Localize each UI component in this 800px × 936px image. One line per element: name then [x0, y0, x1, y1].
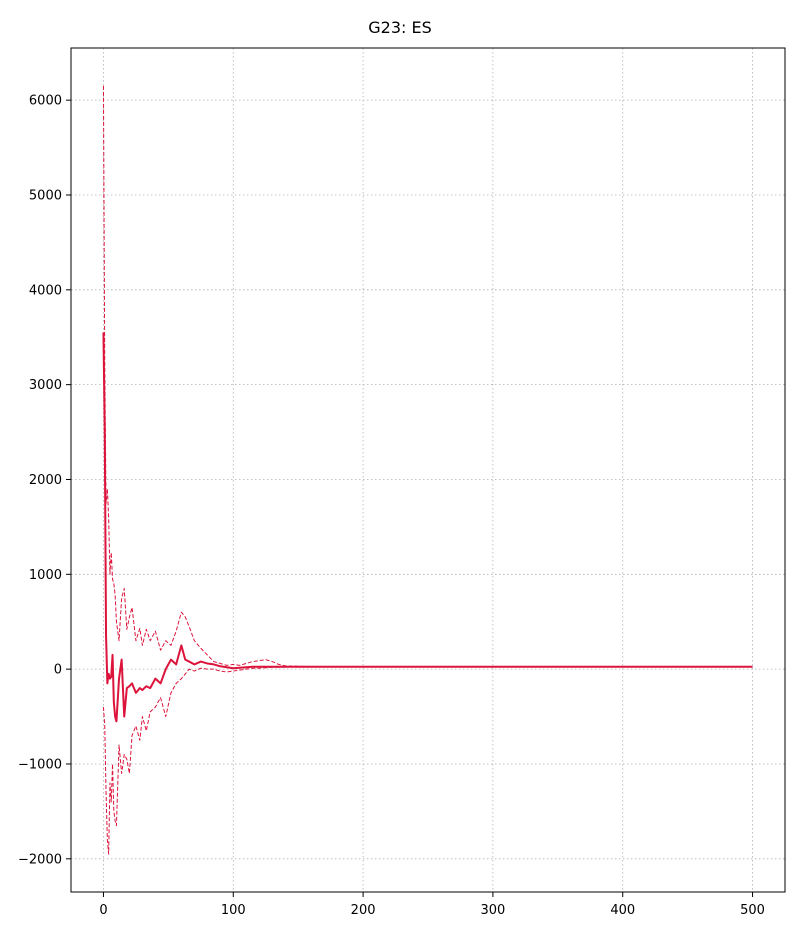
- x-tick-label: 0: [99, 903, 107, 918]
- series-group: [102, 85, 753, 855]
- y-tick-label: 2000: [29, 473, 62, 488]
- y-tick-label: 0: [54, 663, 62, 678]
- y-tick-label: −1000: [18, 757, 62, 772]
- x-tick-label: 300: [480, 903, 505, 918]
- x-tick-label: 200: [351, 903, 376, 918]
- x-tick-label: 500: [740, 903, 765, 918]
- series-line-mean: [102, 332, 753, 723]
- y-tick-label: 3000: [29, 378, 62, 393]
- chart-title: G23: ES: [368, 18, 432, 37]
- series-line-lower: [102, 666, 753, 855]
- axis-ticks: 0 100 200 300 400 500 −2000 −1000 0 1000 2000 3000 4…: [18, 94, 765, 918]
- grid: [71, 48, 785, 892]
- y-tick-label: 6000: [29, 94, 62, 109]
- plot-area-frame: [70, 47, 786, 893]
- x-tick-label: 100: [221, 903, 246, 918]
- x-tick-label: 400: [610, 903, 635, 918]
- y-tick-label: 1000: [29, 568, 62, 583]
- series-line-upper: [102, 85, 753, 668]
- y-tick-label: −2000: [18, 852, 62, 867]
- y-tick-label: 4000: [29, 283, 62, 298]
- y-tick-label: 5000: [29, 188, 62, 203]
